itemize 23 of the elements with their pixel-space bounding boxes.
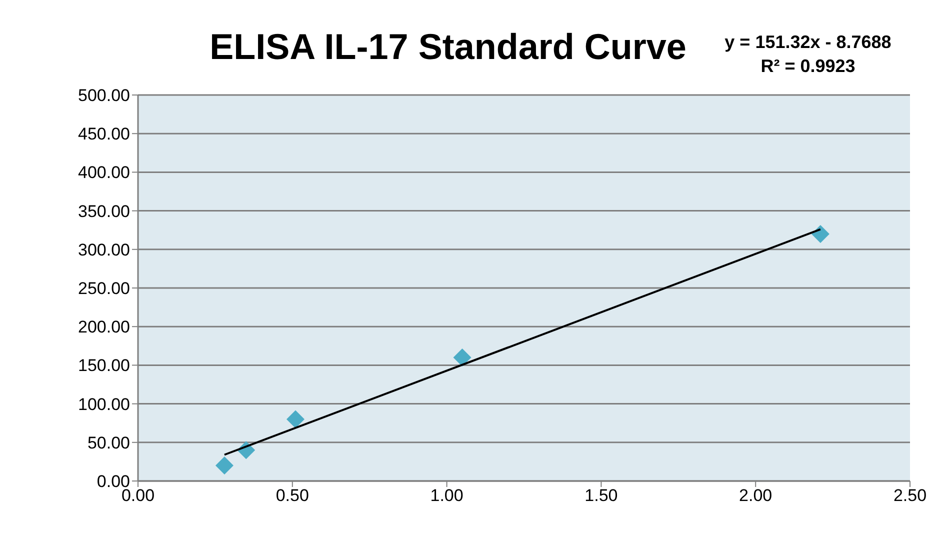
text: y = 151.32x - 8.7688 [724,32,892,52]
text: R² = 0.9923 [760,56,856,76]
point [811,224,830,243]
x-tick-label: 1.50 [584,486,618,506]
point [286,410,304,428]
y-tick-label: 100.00 [78,394,130,414]
y-tick-label: 300.00 [78,240,130,260]
y-tick-label: 150.00 [78,356,130,376]
x-tick-label: 0.50 [276,486,309,506]
chart-title: ELISA IL-17 Standard Curve [210,26,686,67]
y-tick-label: 250.00 [78,279,130,298]
y-tick-label: 50.00 [87,433,130,452]
point [215,456,234,475]
y-tick-label: 400.00 [78,163,130,182]
y-tick-label: 450.00 [78,124,130,144]
x-tick-label: 2.00 [739,486,772,506]
y-tick-label: 350.00 [78,202,130,221]
x-tick-label: 0.00 [121,486,155,506]
y-tick-label: 500.00 [78,86,130,106]
point [453,348,472,366]
y-tick-label: 200.00 [78,318,130,337]
x-tick-label: 1.00 [430,486,464,506]
x-tick-label: 2.50 [893,486,927,506]
